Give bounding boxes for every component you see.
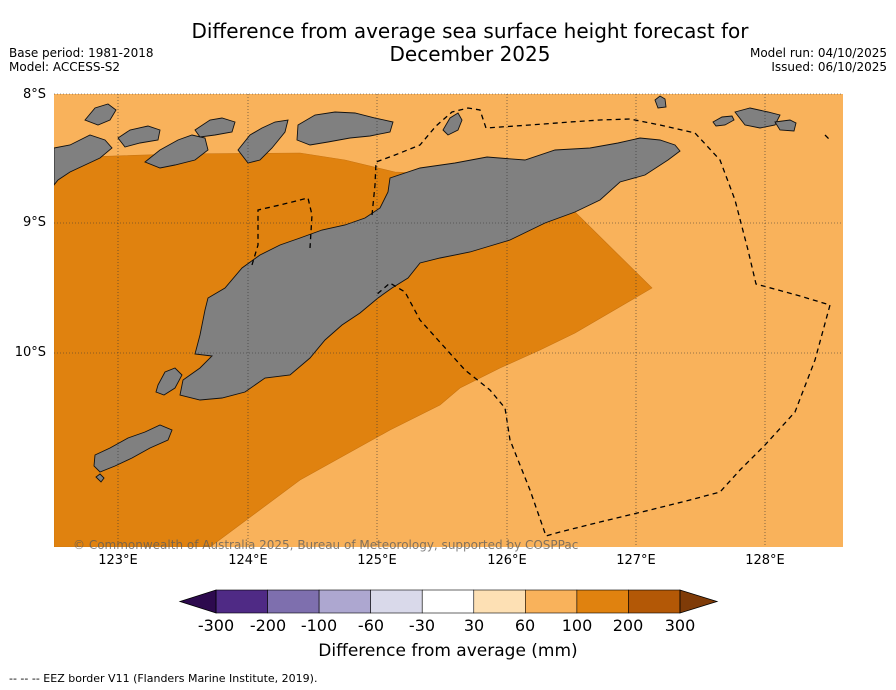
colorbar-tick-label: -200 — [249, 616, 287, 635]
title-line-1: Difference from average sea surface heig… — [191, 19, 749, 43]
colorbar-tick-label: -30 — [408, 616, 436, 635]
colorbar-tick-label: -300 — [197, 616, 235, 635]
lon-label-123e: 123°E — [98, 553, 138, 568]
chart-title: Difference from average sea surface heig… — [160, 20, 780, 66]
moa-island — [774, 119, 797, 132]
damar-island — [442, 112, 463, 136]
colorbar-cell — [318, 589, 371, 614]
colorbar-tick-label: 300 — [664, 616, 696, 635]
colorbar-tick-label: 100 — [561, 616, 593, 635]
colorbar-cell — [370, 589, 423, 614]
colorbar-tick-label: -100 — [300, 616, 338, 635]
meta-left: Base period: 1981-2018 Model: ACCESS-S2 — [9, 46, 154, 74]
colorbar-tick-label: 30 — [463, 616, 485, 635]
model-name: Model: ACCESS-S2 — [9, 60, 121, 74]
eez-border-ne — [824, 134, 831, 141]
alor-island — [144, 134, 209, 169]
lon-label-125e: 125°E — [357, 553, 397, 568]
issued-date: Issued: 06/10/2025 — [771, 60, 887, 74]
alor-west-island — [117, 125, 161, 148]
colorbar-cell — [215, 589, 268, 614]
timor-island — [179, 137, 681, 401]
colorbar-cell — [473, 589, 526, 614]
wetar-island — [296, 111, 394, 146]
anomaly-band-100-200 — [54, 152, 653, 547]
meta-right: Model run: 04/10/2025 Issued: 06/10/2025 — [750, 46, 887, 74]
colorbar-tick-label: 200 — [612, 616, 644, 635]
adonara-island — [194, 117, 236, 138]
ndao-island — [95, 473, 105, 483]
small-island-north — [84, 103, 117, 126]
colorbar-tick-label: -60 — [357, 616, 385, 635]
eez-border — [251, 107, 831, 537]
colorbar — [178, 589, 719, 614]
rote-island — [93, 424, 173, 473]
colorbar-arrow-high — [679, 589, 719, 614]
small-island-ne — [654, 95, 667, 109]
eez-border-main — [371, 107, 831, 537]
colorbar-cell — [576, 589, 629, 614]
colorbar-cell — [421, 589, 475, 614]
colorbar-arrow-low — [178, 589, 217, 614]
lon-label-128e: 128°E — [745, 553, 785, 568]
model-run: Model run: 04/10/2025 — [749, 46, 887, 60]
flores-east-island — [54, 134, 113, 186]
colorbar-tick-label: 60 — [514, 616, 536, 635]
colorbar-cell — [267, 589, 320, 614]
base-period: Base period: 1981-2018 — [9, 46, 154, 60]
lat-label-8s: 8°S — [22, 87, 46, 102]
babar-island — [734, 107, 781, 129]
colorbar-cells — [215, 589, 681, 614]
title-line-2: December 2025 — [389, 42, 551, 66]
colorbar-title: Difference from average (mm) — [318, 641, 578, 661]
lon-label-127e: 127°E — [616, 553, 656, 568]
gridlines — [54, 94, 843, 547]
colorbar-cell — [525, 589, 578, 614]
lat-label-10s: 10°S — [14, 345, 46, 360]
land-masses — [54, 95, 797, 483]
leti-island — [712, 115, 735, 127]
eez-legend-footer: -- -- -- EEZ border V11 (Flanders Marine… — [9, 672, 318, 685]
semau-island — [155, 367, 183, 396]
atauro-island — [237, 119, 289, 164]
lon-label-124e: 124°E — [228, 553, 268, 568]
copyright-text: © Commonwealth of Australia 2025, Bureau… — [73, 538, 579, 552]
lat-label-9s: 9°S — [22, 215, 46, 230]
eez-border-west — [251, 197, 313, 266]
lon-label-126e: 126°E — [487, 553, 527, 568]
map-area — [54, 94, 843, 547]
colorbar-cell — [628, 589, 681, 614]
